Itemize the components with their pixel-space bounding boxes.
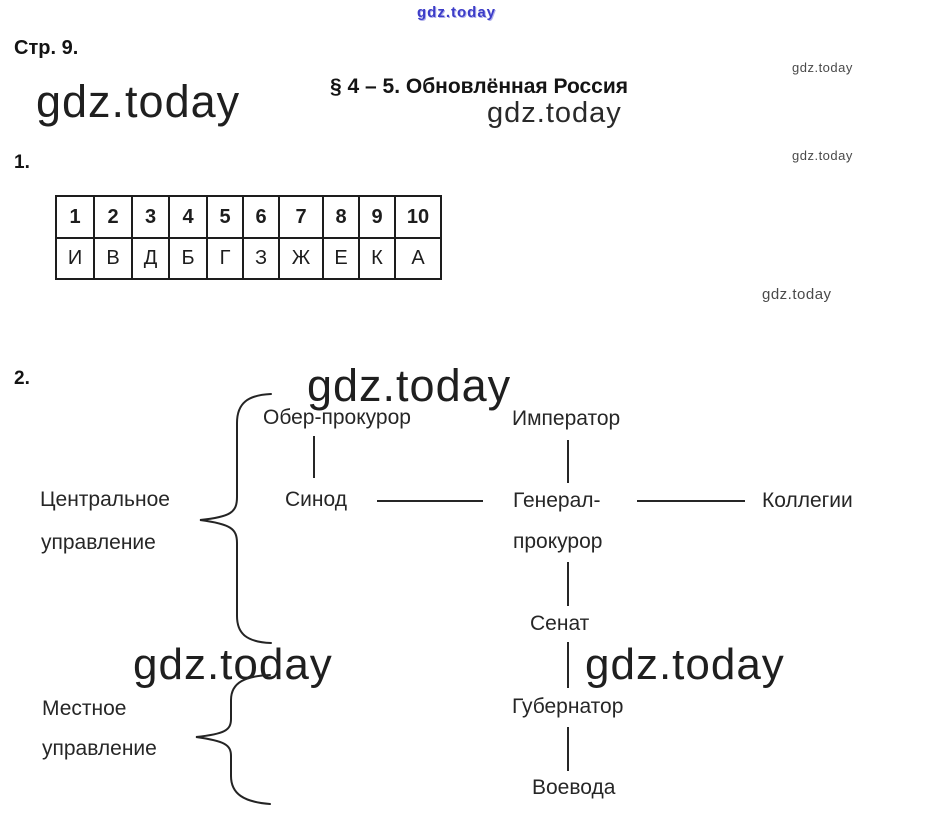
table-cell: В xyxy=(93,237,133,280)
brace-central-upravlenie xyxy=(199,393,272,644)
connector-general-senat xyxy=(567,562,569,606)
table-cell: 4 xyxy=(168,195,208,239)
diagram-node-general-line2: прокурор xyxy=(513,530,603,553)
table-cell: 7 xyxy=(278,195,324,239)
watermark-large-left: gdz.today xyxy=(36,76,241,127)
diagram-node-senat: Сенат xyxy=(530,612,590,635)
cipher-answer-table: 1 2 3 4 5 6 7 8 9 10 И В Д Б Г З Ж Е К А xyxy=(55,195,442,280)
brace-local-upravlenie xyxy=(195,674,271,805)
table-cell: И xyxy=(55,237,95,280)
diagram-label-local-line1: Местное xyxy=(42,697,127,720)
watermark-bottom-right: gdz.today xyxy=(585,640,785,689)
watermark-right-2: gdz.today xyxy=(792,148,853,163)
table-cell: З xyxy=(242,237,280,280)
table-cell: Ж xyxy=(278,237,324,280)
diagram-node-general-line1: Генерал- xyxy=(513,489,601,512)
diagram-node-ober-prokuror: Обер-прокурор xyxy=(263,406,411,429)
watermark-top-blue: gdz.today xyxy=(417,4,496,21)
connector-senat-gubernator xyxy=(567,642,569,688)
watermark-bottom-left: gdz.today xyxy=(133,640,333,689)
table-cell: 6 xyxy=(242,195,280,239)
connector-sinod-general xyxy=(377,500,483,502)
table-cell: Е xyxy=(322,237,360,280)
diagram-node-gubernator: Губернатор xyxy=(512,695,624,718)
table-cell: К xyxy=(358,237,396,280)
table-cell: 3 xyxy=(131,195,170,239)
task-1-number: 1. xyxy=(14,152,30,173)
diagram-label-central-line1: Центральное xyxy=(40,488,170,511)
diagram-label-local-line2: управление xyxy=(42,737,157,760)
connector-gubernator-voevoda xyxy=(567,727,569,771)
connector-ober-sinod xyxy=(313,436,315,478)
table-cell: 2 xyxy=(93,195,133,239)
table-cell: А xyxy=(394,237,442,280)
table-cell: 9 xyxy=(358,195,396,239)
table-cell: 10 xyxy=(394,195,442,239)
diagram-label-central-line2: управление xyxy=(41,531,156,554)
connector-imperator-general xyxy=(567,440,569,483)
diagram-node-kollegii: Коллегии xyxy=(762,489,853,512)
table-cell: Д xyxy=(131,237,170,280)
watermark-under-title: gdz.today xyxy=(487,97,622,129)
watermark-right-3: gdz.today xyxy=(762,286,832,303)
page-title: § 4 – 5. Обновлённая Россия xyxy=(329,75,629,98)
table-cell: 8 xyxy=(322,195,360,239)
table-row-numbers: 1 2 3 4 5 6 7 8 9 10 xyxy=(55,195,442,239)
table-cell: Б xyxy=(168,237,208,280)
connector-general-kollegii xyxy=(637,500,745,502)
table-cell: Г xyxy=(206,237,244,280)
table-cell: 1 xyxy=(55,195,95,239)
page-number-heading: Стр. 9. xyxy=(14,37,79,59)
watermark-center: gdz.today xyxy=(307,360,512,411)
table-cell: 5 xyxy=(206,195,244,239)
watermark-right-1: gdz.today xyxy=(792,60,853,75)
diagram-node-sinod: Синод xyxy=(285,488,347,511)
task-2-number: 2. xyxy=(14,368,30,389)
table-row-letters: И В Д Б Г З Ж Е К А xyxy=(55,237,442,280)
diagram-node-voevoda: Воевода xyxy=(532,776,616,799)
diagram-node-imperator: Император xyxy=(512,407,621,430)
